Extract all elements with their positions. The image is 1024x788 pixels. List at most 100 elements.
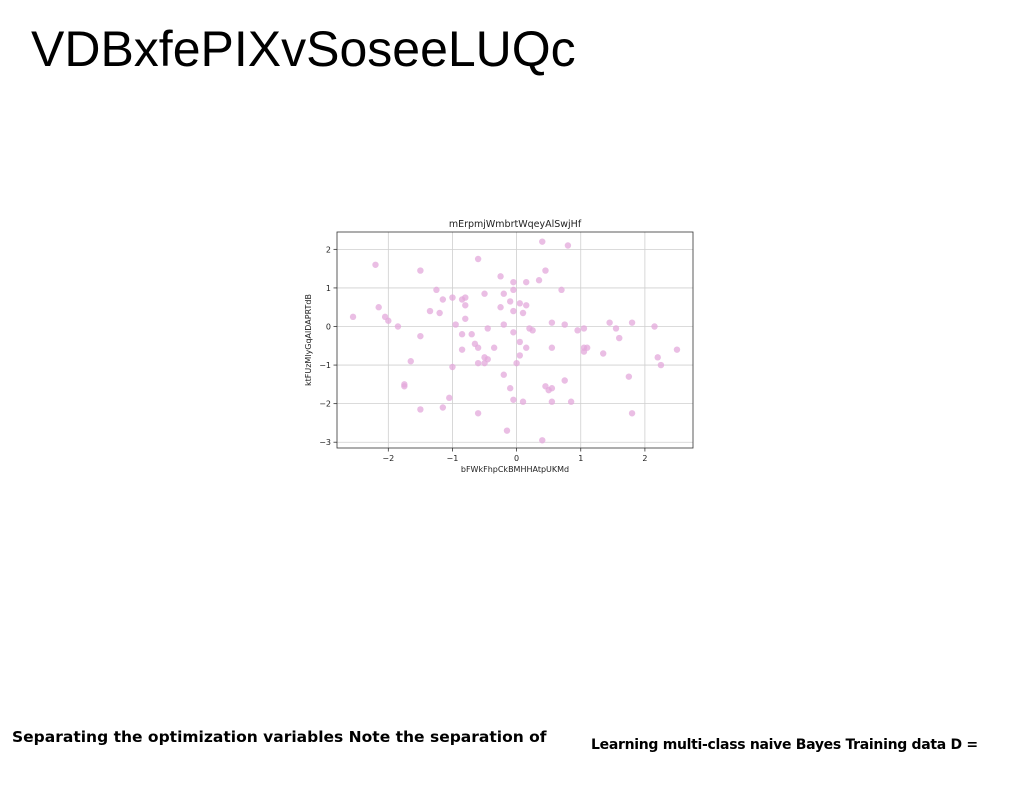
data-point xyxy=(474,255,482,263)
data-point xyxy=(446,394,453,402)
data-point xyxy=(474,344,482,351)
data-point xyxy=(510,396,517,403)
slide-title: VDBxfePIXvSoseeLUQc xyxy=(31,21,576,77)
x-tick-label: 2 xyxy=(642,454,647,463)
data-point xyxy=(542,267,549,274)
data-point xyxy=(506,385,514,392)
data-point xyxy=(574,327,581,334)
x-tick-label: −1 xyxy=(447,454,459,463)
data-point xyxy=(349,313,357,321)
data-point xyxy=(510,278,517,286)
data-point xyxy=(417,406,424,413)
y-tick-label: 1 xyxy=(326,284,331,293)
x-tick-label: 0 xyxy=(514,454,519,463)
data-point xyxy=(548,385,556,392)
data-point xyxy=(458,331,466,338)
data-point xyxy=(503,427,511,434)
data-point xyxy=(401,381,408,388)
data-point xyxy=(657,361,665,369)
data-point xyxy=(484,325,491,332)
data-point xyxy=(506,298,514,305)
data-point xyxy=(513,359,520,367)
data-point xyxy=(558,286,565,294)
data-point xyxy=(490,344,498,351)
scatter-chart: −2 −1 0 1 2 −3 −2 −1 0 1 2 mErpmjWmbrtWqeyAlSwjHf … xyxy=(298,212,708,482)
data-point xyxy=(516,352,524,359)
data-point xyxy=(673,346,681,353)
data-point xyxy=(519,309,527,317)
data-point xyxy=(564,242,572,249)
data-point xyxy=(474,359,482,367)
data-point xyxy=(510,286,517,294)
data-point xyxy=(616,334,623,342)
data-point xyxy=(500,321,507,328)
chart-points xyxy=(349,238,681,444)
data-point xyxy=(433,286,440,294)
data-point xyxy=(417,267,424,274)
data-point xyxy=(539,238,546,245)
y-axis-label: ktFUzMlyGqAlDAPRTdB xyxy=(304,294,313,386)
data-point xyxy=(523,302,530,309)
chart-ticks: −2 −1 0 1 2 −3 −2 −1 0 1 2 xyxy=(319,245,647,463)
y-tick-label: −1 xyxy=(319,361,331,370)
data-point xyxy=(462,315,469,322)
data-point xyxy=(385,317,392,324)
data-point xyxy=(548,344,556,351)
y-tick-label: −2 xyxy=(319,400,331,409)
data-point xyxy=(394,323,402,330)
data-point xyxy=(612,325,620,332)
data-point xyxy=(516,300,524,307)
x-tick-label: −2 xyxy=(382,454,394,463)
data-point xyxy=(436,309,443,317)
data-point xyxy=(561,377,568,384)
data-point xyxy=(529,327,536,334)
data-point xyxy=(628,410,636,417)
chart-grid xyxy=(337,232,693,448)
data-point xyxy=(426,307,434,315)
data-point xyxy=(599,350,607,357)
data-point xyxy=(439,296,447,303)
data-point xyxy=(606,319,613,326)
data-point xyxy=(449,363,456,371)
data-point xyxy=(567,398,575,405)
data-point xyxy=(497,304,504,311)
y-tick-label: 2 xyxy=(326,245,331,254)
data-point xyxy=(462,302,469,309)
data-point xyxy=(481,290,488,297)
x-tick-label: 1 xyxy=(578,454,583,463)
data-point xyxy=(439,404,447,411)
data-point xyxy=(625,373,633,380)
data-point xyxy=(375,304,382,311)
data-point xyxy=(523,344,530,351)
data-point xyxy=(561,321,568,328)
data-point xyxy=(407,358,414,365)
y-tick-label: 0 xyxy=(326,323,331,332)
y-tick-label: −3 xyxy=(319,438,331,447)
x-axis-label: bFWkFhpCkBMHHAtpUKMd xyxy=(461,465,569,474)
data-point xyxy=(417,332,424,340)
data-point xyxy=(516,338,524,346)
data-point xyxy=(535,277,543,284)
data-point xyxy=(372,261,379,268)
chart-title: mErpmjWmbrtWqeyAlSwjHf xyxy=(449,219,582,230)
data-point xyxy=(651,323,658,330)
data-point xyxy=(452,321,459,328)
footer-left-text: Separating the optimization variables No… xyxy=(12,728,547,746)
data-point xyxy=(539,437,546,444)
data-point xyxy=(510,329,517,336)
footer-right-text: Learning multi-class naive Bayes Trainin… xyxy=(591,737,978,753)
data-point xyxy=(580,325,588,332)
data-point xyxy=(500,290,507,297)
data-point xyxy=(468,331,475,338)
data-point xyxy=(500,371,507,378)
data-point xyxy=(548,319,556,326)
data-point xyxy=(510,307,517,315)
plot-frame xyxy=(336,231,694,449)
data-point xyxy=(519,398,527,405)
data-point xyxy=(458,346,466,353)
data-point xyxy=(474,410,482,417)
data-point xyxy=(548,398,556,405)
data-point xyxy=(462,294,469,301)
